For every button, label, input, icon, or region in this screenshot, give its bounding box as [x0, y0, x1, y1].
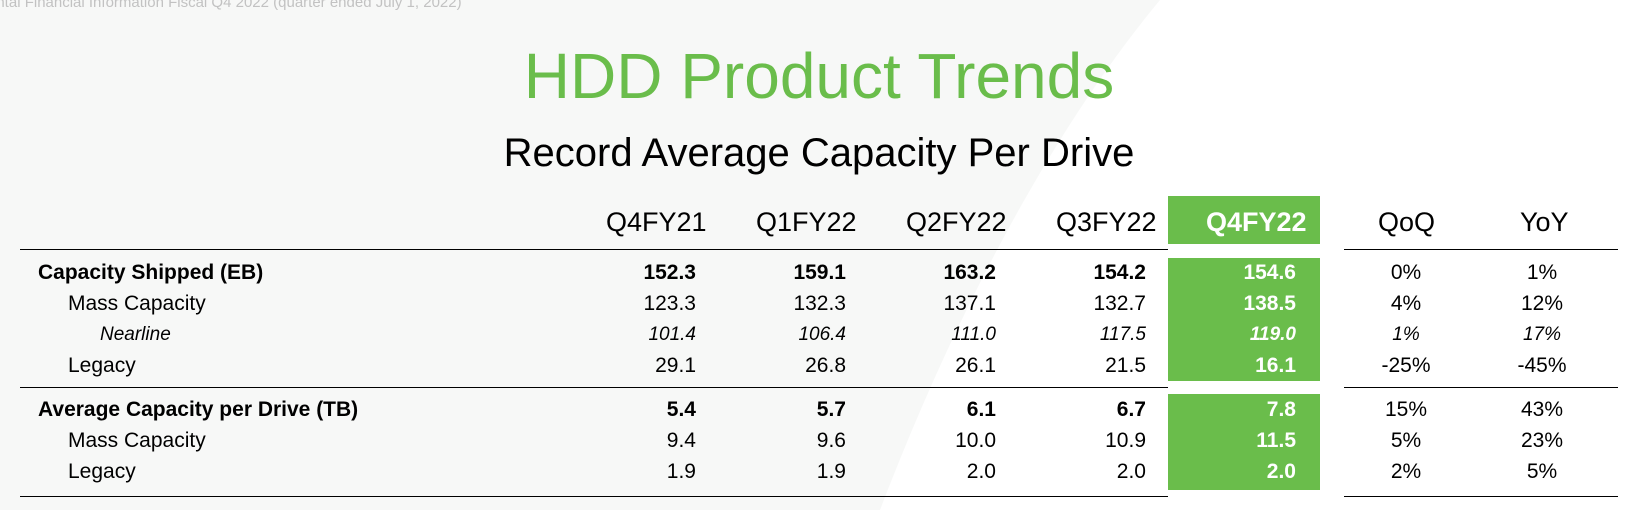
column-header-q2fy22: Q2FY22 — [906, 207, 1007, 237]
table-cell: 2% — [1390, 460, 1422, 483]
highlight-column-section2-bg — [1168, 394, 1320, 490]
table-cell-highlighted: 154.6 — [1243, 261, 1296, 284]
table-cell: -45% — [1517, 354, 1567, 377]
table-cell: 1% — [1526, 261, 1558, 284]
table-cell: 26.1 — [955, 354, 996, 377]
table-cell: 154.2 — [1093, 261, 1146, 284]
table-cell: 26.8 — [805, 354, 846, 377]
table-cell-highlighted: 2.0 — [1266, 460, 1296, 483]
table-cell: 159.1 — [793, 261, 846, 284]
section-rule-right — [1344, 387, 1618, 388]
table-cell-highlighted: 11.5 — [1256, 429, 1296, 452]
column-header-q1fy22: Q1FY22 — [756, 207, 857, 237]
table-cell: 9.6 — [816, 429, 846, 452]
table-cell: 117.5 — [1099, 324, 1146, 345]
bottom-rule-left — [20, 496, 1168, 497]
table-cell: 132.3 — [793, 292, 846, 315]
header-rule-left — [20, 249, 1168, 250]
table-cell: 137.1 — [943, 292, 996, 315]
page-title: HDD Product Trends — [523, 40, 1115, 112]
column-header-q3fy22: Q3FY22 — [1056, 207, 1157, 237]
page-subtitle: Record Average Capacity Per Drive — [503, 131, 1135, 175]
table-cell: 132.7 — [1093, 292, 1146, 315]
column-header-q4fy22: Q4FY22 — [1206, 207, 1307, 237]
table-cell: 10.9 — [1105, 429, 1146, 452]
table-cell: 23% — [1520, 429, 1564, 452]
table-cell: 5% — [1526, 460, 1558, 483]
table-cell: 15% — [1384, 398, 1428, 421]
section-rule-left — [20, 387, 1168, 388]
table-cell: 101.4 — [648, 324, 696, 345]
highlight-column-header-bg — [1168, 196, 1320, 244]
table-cell: 21.5 — [1105, 354, 1146, 377]
table-cell: 1.9 — [666, 460, 696, 483]
table-cell: 2.0 — [1116, 460, 1146, 483]
header-note: ental Financial Information Fiscal Q4 20… — [0, 0, 462, 11]
table-cell: 9.4 — [666, 429, 696, 452]
table-cell-highlighted: 7.8 — [1266, 398, 1296, 421]
table-cell: 12% — [1520, 292, 1564, 315]
table-cell: 152.3 — [643, 261, 696, 284]
bottom-rule-right — [1344, 496, 1618, 497]
column-header-yoy: YoY — [1520, 207, 1569, 237]
row-label: Mass Capacity — [68, 292, 206, 315]
table-cell: 1.9 — [816, 460, 846, 483]
table-cell: 2.0 — [966, 460, 996, 483]
table-cell: 5.4 — [666, 398, 696, 421]
table-cell: 0% — [1390, 261, 1422, 284]
table-cell: 5.7 — [816, 398, 846, 421]
table-cell: 5% — [1390, 429, 1422, 452]
highlight-column-section1-bg — [1168, 258, 1320, 381]
header-rule-right — [1344, 249, 1618, 250]
table-cell: 17% — [1522, 324, 1562, 345]
table-cell-highlighted: 119.0 — [1249, 324, 1296, 345]
table-cell: 106.4 — [798, 324, 846, 345]
row-label: Nearline — [100, 324, 171, 345]
table-cell: 163.2 — [943, 261, 996, 284]
table-cell-highlighted: 138.5 — [1243, 292, 1296, 315]
table-cell: 123.3 — [643, 292, 696, 315]
table-cell: 43% — [1520, 398, 1564, 421]
column-header-q4fy21: Q4FY21 — [606, 207, 707, 237]
table-cell: 6.1 — [966, 398, 996, 421]
table-cell: -25% — [1381, 354, 1431, 377]
row-label: Capacity Shipped (EB) — [38, 261, 264, 284]
row-label: Legacy — [68, 354, 136, 377]
table-cell: 6.7 — [1116, 398, 1146, 421]
table-cell: 111.0 — [951, 324, 996, 345]
table-cell: 4% — [1390, 292, 1422, 315]
table-cell: 29.1 — [655, 354, 696, 377]
row-label: Legacy — [68, 460, 136, 483]
row-label: Average Capacity per Drive (TB) — [38, 398, 359, 421]
table-cell: 1% — [1392, 324, 1420, 345]
row-label: Mass Capacity — [68, 429, 206, 452]
table-cell-highlighted: 16.1 — [1255, 354, 1296, 377]
column-header-qoq: QoQ — [1378, 207, 1436, 237]
table-cell: 10.0 — [955, 429, 996, 452]
